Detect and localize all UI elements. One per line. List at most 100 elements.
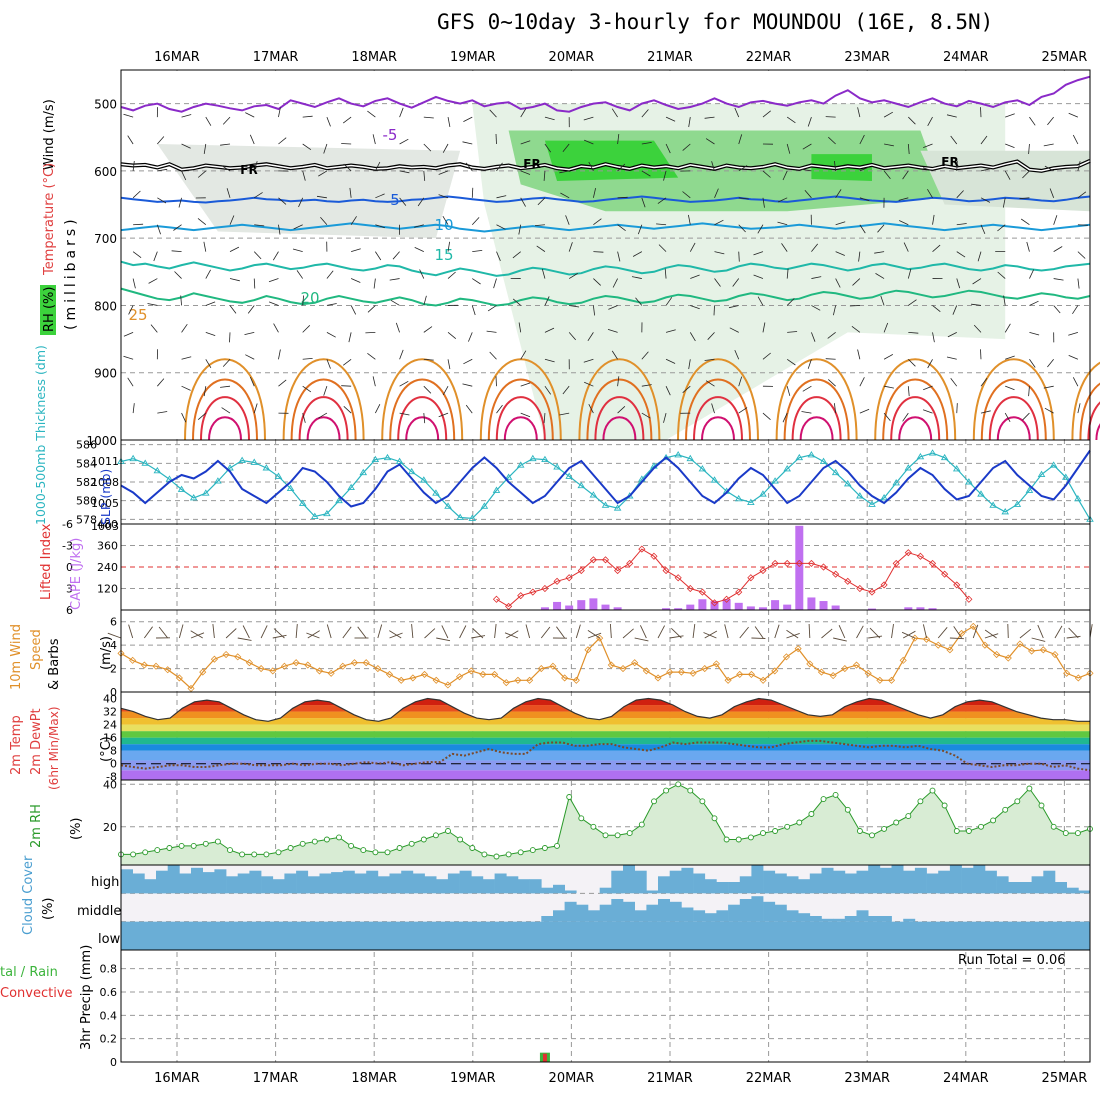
cloud-bar-high: [144, 879, 157, 894]
wind-barb: [520, 140, 531, 145]
thickness-point: [904, 464, 913, 471]
warm-isotherm-arch: [586, 378, 653, 441]
cloud-bar-high: [786, 876, 799, 894]
lifted-index-point: [953, 581, 961, 589]
cape-bar: [771, 600, 780, 610]
wind-barb: [447, 241, 450, 252]
wind-barb: [704, 358, 715, 361]
cloud-bar-high: [541, 887, 554, 894]
cape-tick-label: 240: [97, 561, 118, 574]
cloud-bar-high: [879, 867, 892, 894]
wind-speed-point: [479, 670, 487, 678]
wind-barb: [1053, 305, 1061, 314]
wind-barb: [631, 276, 642, 279]
wind-barb: [254, 224, 265, 227]
wind-barb: [197, 412, 207, 421]
surface-wind-barb: [838, 625, 846, 639]
ylabel-wind10: 10m Wind: [9, 624, 24, 690]
cloud-bar-high: [634, 870, 647, 894]
pressure-tick-label: 700: [94, 232, 117, 246]
rh-point: [723, 836, 730, 843]
cloud-bar-high: [389, 873, 402, 894]
wind-barb: [827, 332, 836, 339]
wind-barb: [245, 112, 255, 118]
wind-barb: [518, 322, 522, 333]
wind-barb: [278, 349, 281, 360]
wind-barb: [568, 332, 577, 341]
wind-barb: [738, 376, 743, 387]
wind-barb: [350, 278, 361, 283]
wind-barb: [665, 116, 676, 122]
pressure-tick-label: 800: [94, 299, 117, 313]
wind-barb: [181, 412, 187, 423]
lifted-index-point: [747, 574, 755, 582]
wind-barb: [898, 197, 909, 201]
surface-wind-barb: [622, 628, 634, 639]
wind-barb: [689, 242, 696, 252]
cape-bar: [783, 604, 792, 610]
wind-barb: [753, 274, 764, 279]
freezing-label: FR: [240, 163, 257, 177]
thickness-point: [201, 489, 210, 496]
wind-barb: [632, 251, 643, 257]
wind-barb: [932, 244, 941, 252]
wind-barb: [447, 332, 457, 340]
wind-barb: [588, 161, 594, 172]
wind-speed-point: [654, 674, 662, 682]
wind-barb: [127, 377, 134, 387]
wind-barb: [463, 116, 473, 122]
wind-barb: [1004, 412, 1011, 422]
rh-tick-label: 40: [103, 778, 117, 791]
slp-tick-label: 1005: [91, 497, 119, 510]
wind-barb: [203, 386, 207, 397]
rh-legend-swatch: [40, 285, 56, 335]
rh-point: [1050, 823, 1057, 830]
thickness-point: [686, 454, 695, 462]
wind-barb: [907, 268, 912, 279]
thickness-point: [541, 455, 549, 463]
cloud-bar-middle: [728, 904, 741, 922]
wind-barb: [178, 197, 182, 208]
rh-point: [893, 819, 900, 826]
wind-barb: [663, 170, 667, 181]
wind-barb: [438, 412, 449, 418]
rh-point: [1026, 785, 1033, 792]
wind-barb: [665, 386, 671, 396]
wind-barb: [399, 197, 407, 206]
rh-point: [699, 798, 706, 805]
wind-tick-label: 6: [110, 616, 117, 629]
thickness-point: [238, 456, 246, 463]
lifted-index-point: [868, 588, 876, 596]
wind-barb: [907, 386, 910, 397]
wind-barb: [372, 134, 376, 145]
surface-wind-barb: [260, 625, 268, 639]
wind-speed-point: [572, 676, 580, 684]
wind-barb: [927, 359, 933, 369]
cloud-bar-high: [891, 865, 904, 894]
wind-barb: [249, 376, 255, 387]
wind-barb: [543, 170, 546, 181]
wind-speed-point: [129, 656, 137, 664]
wind-barb: [777, 221, 788, 226]
cape-bar: [734, 602, 743, 610]
wind-speed-point: [456, 673, 464, 681]
isotherm-label: 5: [390, 191, 400, 209]
wind-barb: [342, 358, 352, 366]
warm-isotherm-arch: [282, 358, 365, 441]
temp-band: [121, 744, 1090, 751]
thickness-point: [214, 477, 222, 484]
thickness-point: [177, 485, 186, 492]
wind-barb: [617, 224, 626, 232]
wind-barb: [977, 251, 982, 262]
cloud-bar-high: [669, 870, 682, 894]
cloud-bar-high: [599, 887, 612, 894]
wind-speed-point: [584, 646, 592, 654]
x-label-top: 19MAR: [450, 50, 496, 65]
wind-barb: [641, 170, 651, 177]
wind-barb: [156, 224, 161, 235]
wind-barb: [807, 359, 812, 369]
wind-barb: [607, 329, 618, 333]
wind-barb: [181, 356, 192, 360]
cloud-bar-high: [331, 872, 344, 894]
wind-barb: [1002, 197, 1006, 208]
